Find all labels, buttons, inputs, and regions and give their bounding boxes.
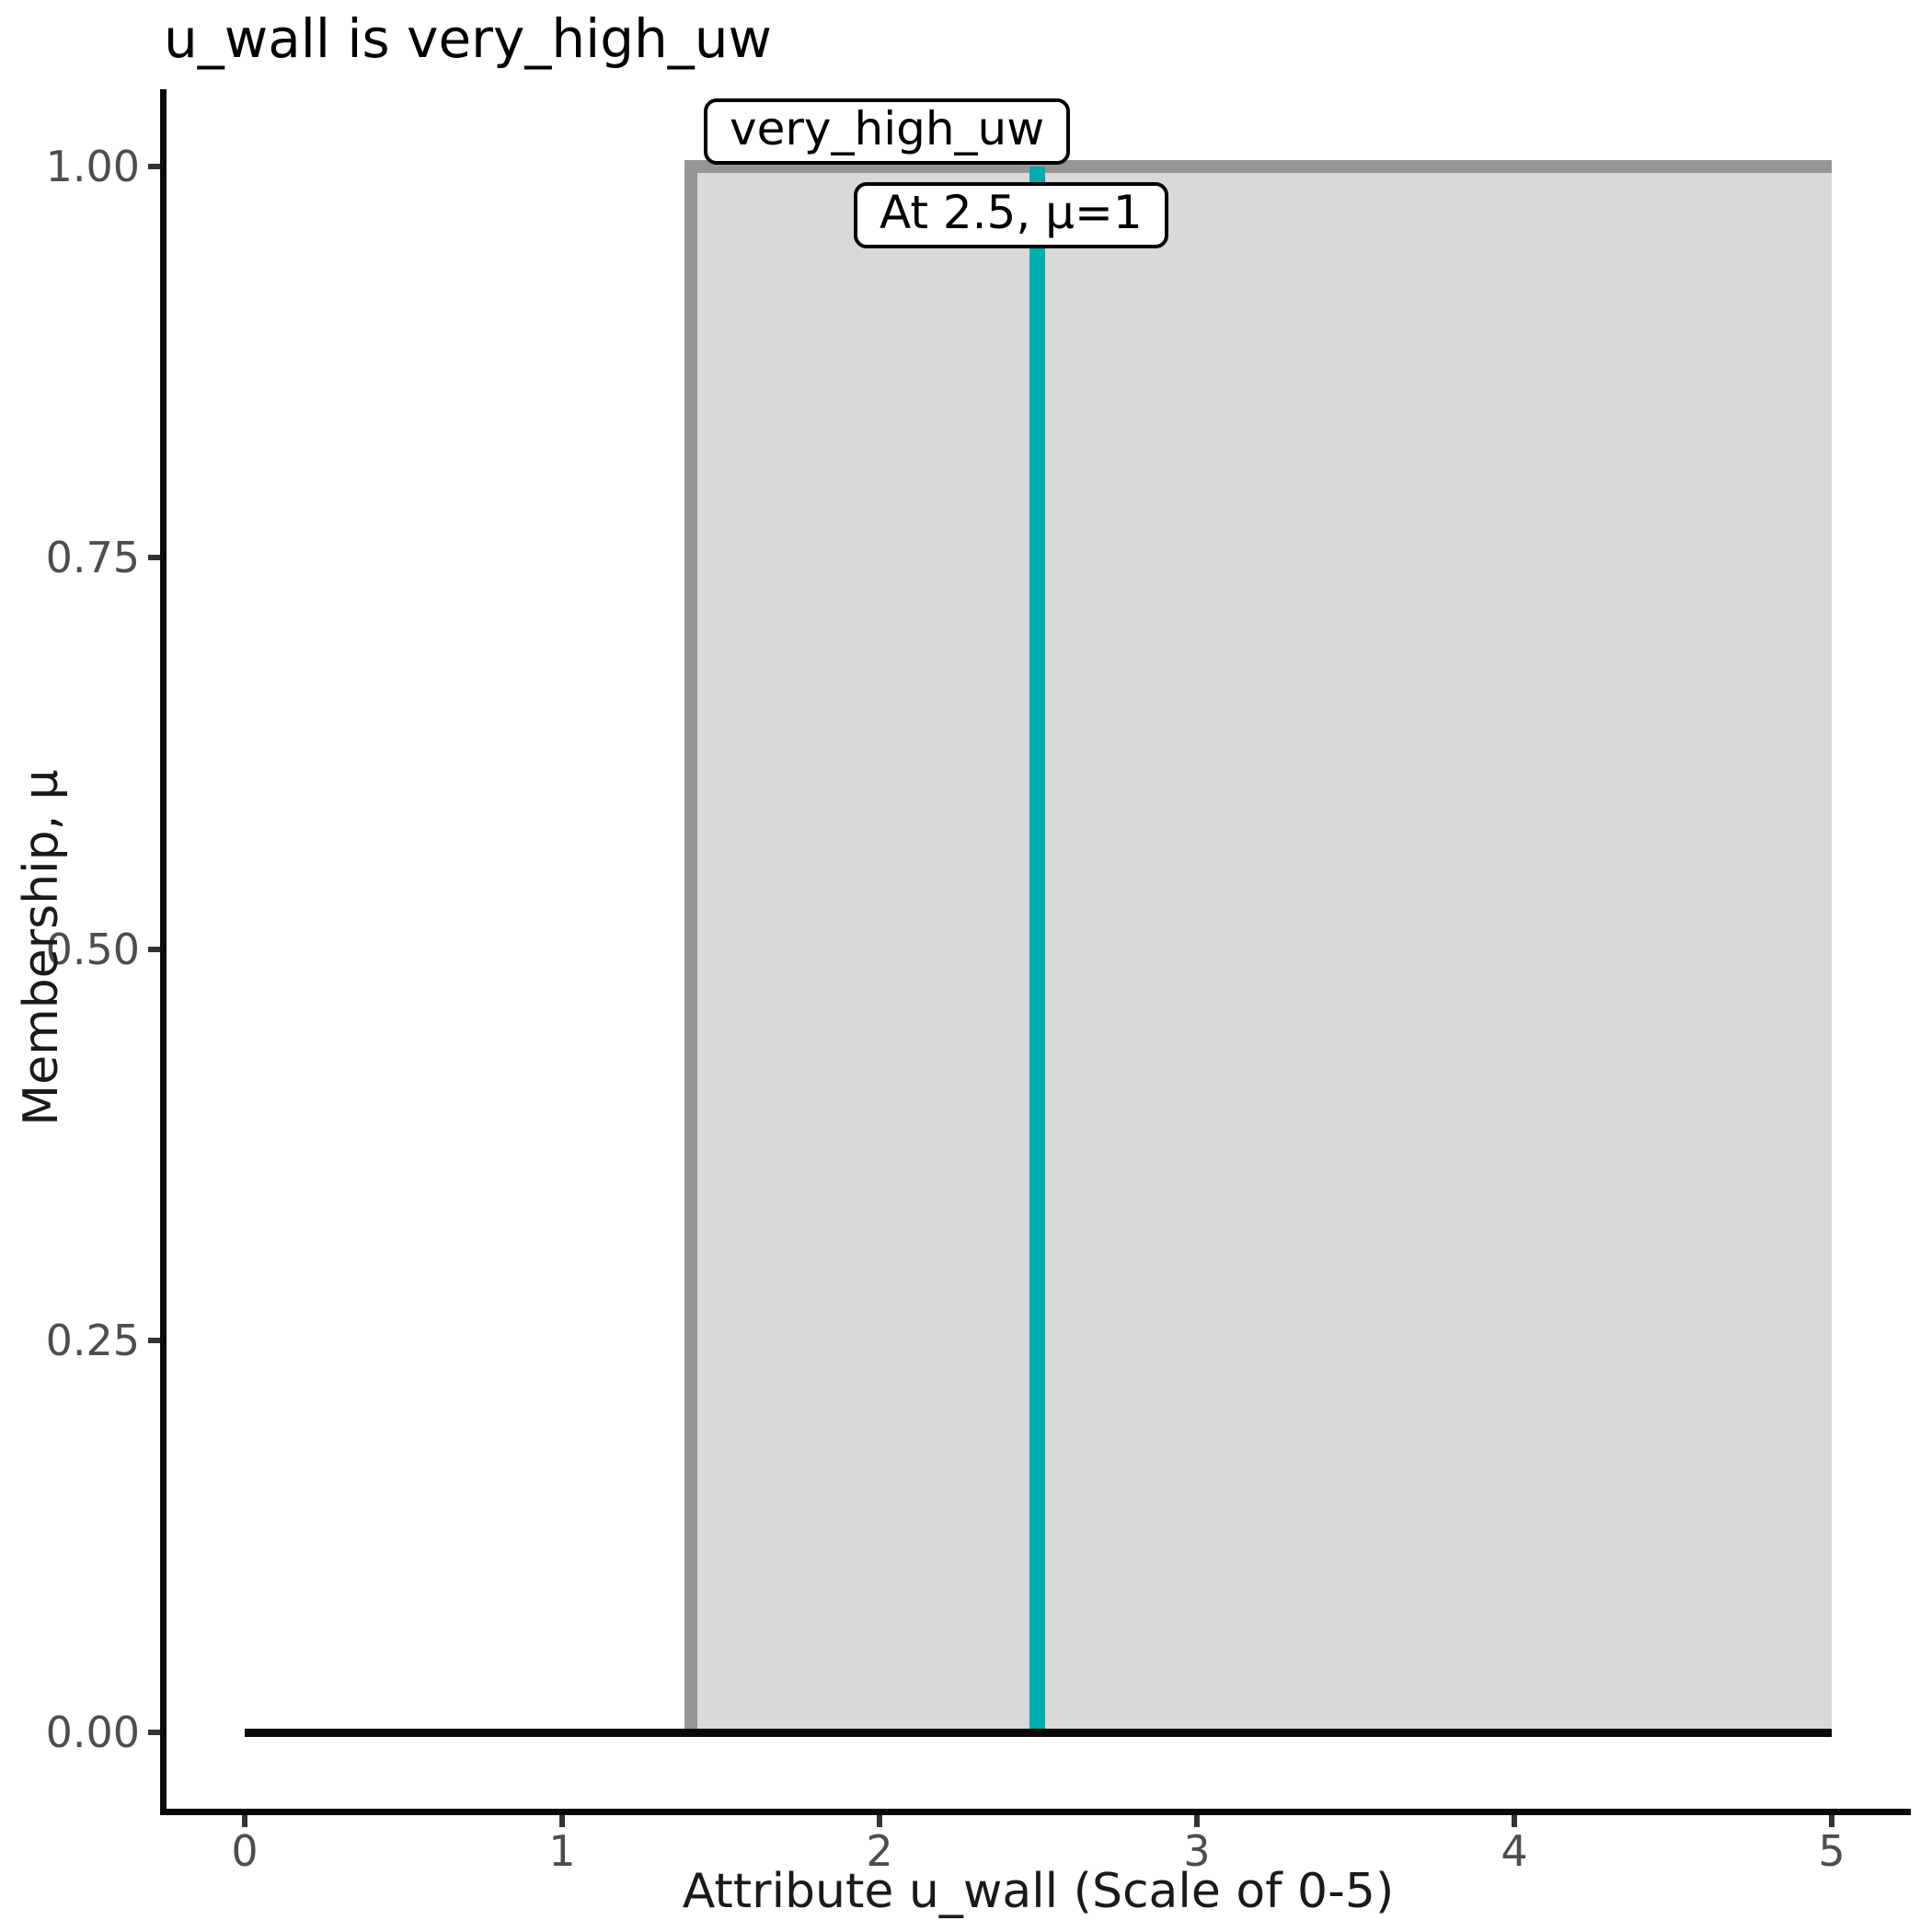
y-tick-label: 0.00 — [45, 1708, 140, 1757]
y-tick-mark — [148, 1730, 160, 1735]
y-axis-title: Membership, μ — [14, 769, 69, 1126]
y-tick-label: 1.00 — [45, 142, 140, 191]
membership-curve-rise — [684, 160, 697, 1732]
input-marker-line — [1029, 167, 1045, 1736]
y-tick-label: 0.50 — [45, 925, 140, 974]
zero-membership-baseline — [245, 1729, 1832, 1737]
y-tick-label: 0.25 — [45, 1316, 140, 1365]
x-tick-mark — [877, 1815, 882, 1827]
x-tick-label: 5 — [1818, 1826, 1846, 1876]
y-tick-mark — [148, 164, 160, 169]
membership-area-fill — [684, 167, 1832, 1732]
x-tick-mark — [242, 1815, 247, 1827]
x-tick-label: 3 — [1183, 1826, 1211, 1876]
y-tick-mark — [148, 947, 160, 952]
x-tick-label: 0 — [231, 1826, 259, 1876]
y-tick-mark — [148, 1338, 160, 1343]
x-axis-title: Attribute u_wall (Scale of 0-5) — [682, 1864, 1395, 1919]
x-tick-mark — [559, 1815, 565, 1827]
x-tick-label: 2 — [866, 1826, 893, 1876]
x-tick-mark — [1512, 1815, 1517, 1827]
y-axis-spine — [160, 89, 167, 1815]
x-tick-mark — [1829, 1815, 1834, 1827]
chart-title: u_wall is very_high_uw — [164, 7, 772, 70]
x-tick-label: 4 — [1501, 1826, 1528, 1876]
y-tick-mark — [148, 555, 160, 560]
y-tick-label: 0.75 — [45, 533, 140, 582]
x-axis-spine — [160, 1809, 1911, 1815]
x-tick-label: 1 — [548, 1826, 576, 1876]
x-tick-mark — [1194, 1815, 1200, 1827]
membership-value-callout: At 2.5, μ=1 — [854, 182, 1168, 248]
set-name-callout: very_high_uw — [704, 98, 1071, 165]
